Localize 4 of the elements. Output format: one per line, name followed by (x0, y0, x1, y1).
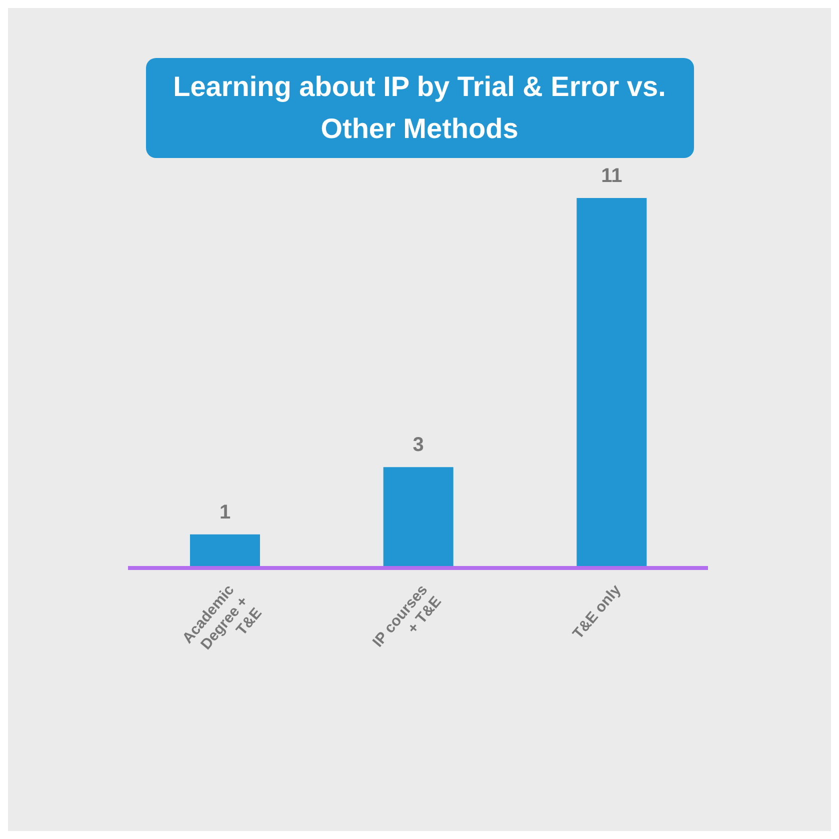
data-label: 1 (219, 501, 231, 524)
data-label: 3 (412, 434, 424, 456)
chart-title: Learning about IP by Trial & Error vs. Other Methods (146, 58, 694, 158)
data-label: 11 (601, 165, 622, 187)
